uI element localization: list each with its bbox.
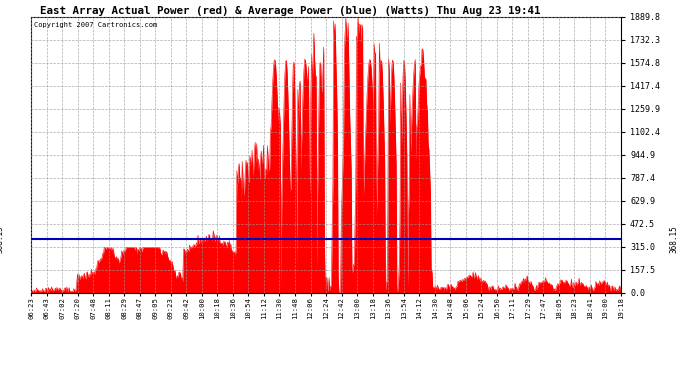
Text: East Array Actual Power (red) & Average Power (blue) (Watts) Thu Aug 23 19:41: East Array Actual Power (red) & Average … bbox=[39, 6, 540, 16]
Text: 368.15: 368.15 bbox=[669, 225, 678, 253]
Text: Copyright 2007 Cartronics.com: Copyright 2007 Cartronics.com bbox=[34, 22, 157, 28]
Text: 368.15: 368.15 bbox=[0, 225, 5, 253]
